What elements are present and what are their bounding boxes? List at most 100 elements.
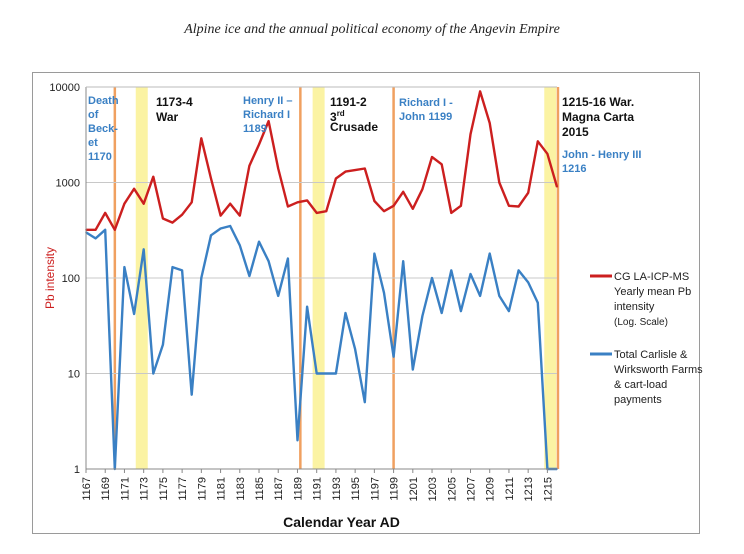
data-point-s0-1171 bbox=[123, 202, 126, 205]
x-tick-label-1191: 1191 bbox=[312, 477, 324, 501]
legend-label-1-line-3: payments bbox=[614, 394, 662, 406]
data-point-s0-1184 bbox=[248, 164, 251, 167]
data-point-s1-1179 bbox=[200, 277, 203, 279]
data-point-s1-1196 bbox=[363, 401, 366, 404]
data-point-s0-1205 bbox=[450, 212, 453, 214]
data-point-s0-1207 bbox=[469, 133, 472, 136]
data-point-s1-1168 bbox=[94, 237, 97, 240]
x-tick-label-1195: 1195 bbox=[350, 477, 362, 501]
x-tick-label-1181: 1181 bbox=[216, 477, 228, 501]
data-point-s0-1203 bbox=[431, 156, 433, 158]
legend-label-0-line-0: CG LA-ICP-MS bbox=[614, 271, 689, 283]
x-tick-label-1187: 1187 bbox=[273, 477, 285, 501]
data-point-s1-1214 bbox=[536, 301, 539, 304]
data-point-s0-1179 bbox=[200, 137, 203, 140]
data-point-s1-1171 bbox=[123, 266, 126, 268]
x-tick-label-1183: 1183 bbox=[235, 477, 247, 501]
y-tick-label-1: 1 bbox=[74, 464, 80, 476]
annotation-6-line-0: John - Henry III bbox=[562, 149, 641, 161]
data-point-s0-1187 bbox=[277, 167, 280, 170]
y-tick-label-10: 10 bbox=[68, 369, 80, 381]
annotation-5-line-2: 2015 bbox=[562, 125, 589, 139]
annotation-2: Henry II – Richard I 1189 bbox=[243, 95, 293, 135]
annotation-4: Richard I - John 1199 bbox=[399, 97, 453, 123]
x-tick-label-1189: 1189 bbox=[292, 477, 304, 501]
data-point-s1-1169 bbox=[104, 228, 107, 231]
data-point-s1-1173 bbox=[142, 248, 145, 251]
data-point-s0-1199 bbox=[392, 205, 395, 207]
x-tick-label-1211: 1211 bbox=[504, 477, 516, 501]
data-point-s0-1215 bbox=[546, 152, 549, 155]
data-point-s0-1202 bbox=[421, 188, 424, 191]
data-point-s1-1203 bbox=[431, 277, 433, 279]
data-point-s1-1180 bbox=[210, 234, 212, 237]
data-point-s1-1176 bbox=[171, 266, 174, 268]
data-point-s1-1200 bbox=[402, 260, 405, 262]
data-point-s0-1210 bbox=[498, 181, 501, 184]
x-tick-label-1215: 1215 bbox=[542, 477, 554, 501]
page-header: Alpine ice and the annual political econ… bbox=[184, 22, 560, 37]
data-point-s1-1201 bbox=[412, 368, 414, 371]
data-point-s0-1214 bbox=[536, 140, 539, 143]
annotations: Death of Beck-et 1170 1173-4 War Henry II – Ric… bbox=[88, 95, 641, 175]
x-tick-label-1167: 1167 bbox=[81, 477, 93, 501]
data-point-s0-1178 bbox=[190, 201, 193, 204]
chart-frame bbox=[32, 72, 700, 534]
data-point-s1-1210 bbox=[498, 295, 501, 297]
data-point-s0-1191 bbox=[315, 212, 318, 214]
annotation-1-line-0: 1173-4 bbox=[156, 95, 193, 109]
annotation-0-line-0: Death bbox=[88, 95, 119, 107]
annotation-2-line-0: Henry II – bbox=[243, 95, 293, 107]
data-point-s1-1181 bbox=[219, 227, 222, 230]
axes: 1 10 100 1000 10000 1167 1169 1171 1173 1175 1177 1… bbox=[43, 82, 557, 530]
annotation-0: Death of Beck-et 1170 bbox=[88, 95, 119, 163]
data-point-s1-1205 bbox=[450, 269, 453, 272]
data-point-s0-1201 bbox=[412, 208, 414, 210]
data-point-s0-1177 bbox=[181, 213, 183, 216]
y-axis-title: Pb intensity bbox=[43, 247, 57, 309]
data-point-s1-1197 bbox=[373, 252, 376, 255]
data-point-s0-1190 bbox=[306, 199, 308, 202]
data-point-s0-1175 bbox=[162, 217, 164, 220]
annotation-0-line-2: Beck- bbox=[88, 123, 118, 135]
data-point-s0-1173 bbox=[142, 202, 145, 205]
data-point-s0-1182 bbox=[229, 202, 231, 205]
data-point-s0-1172 bbox=[133, 187, 135, 190]
data-point-s0-1176 bbox=[171, 221, 174, 224]
legend-label-0: CG LA-ICP-MS Yearly mean Pb intensity (Log.… bbox=[614, 271, 691, 328]
x-tick-label-1185: 1185 bbox=[254, 477, 266, 501]
data-point-s0-1193 bbox=[335, 177, 337, 180]
data-point-s0-1204 bbox=[440, 163, 443, 166]
x-tick-label-1171: 1171 bbox=[119, 477, 131, 501]
data-point-s0-1186 bbox=[267, 120, 270, 122]
annotation-5-line-1: Magna Carta bbox=[562, 110, 634, 124]
data-point-s0-1183 bbox=[238, 214, 241, 217]
y-tick-label-1000: 1000 bbox=[56, 178, 80, 190]
y-tick-label-10000: 10000 bbox=[49, 82, 80, 94]
x-tick-label-1173: 1173 bbox=[139, 477, 151, 501]
data-point-s1-1191 bbox=[315, 372, 318, 375]
legend-label-1: Total Carlisle & Wirksworth Farms & cart-l… bbox=[614, 349, 703, 406]
legend-label-0-line-1: Yearly mean Pb bbox=[614, 286, 691, 298]
data-point-s1-1174 bbox=[152, 372, 155, 375]
annotation-5-line-0: 1215-16 War. bbox=[562, 95, 634, 109]
annotation-4-line-0: Richard I - bbox=[399, 97, 453, 109]
annotation-6: John - Henry III 1216 bbox=[562, 149, 641, 175]
data-point-s1-1189 bbox=[296, 439, 299, 442]
legend-label-1-line-0: Total Carlisle & bbox=[614, 349, 688, 361]
x-tick-label-1209: 1209 bbox=[485, 477, 497, 501]
series-lines bbox=[85, 90, 559, 471]
annotation-3-line-2: Crusade bbox=[330, 120, 378, 134]
data-point-s1-1206 bbox=[460, 310, 462, 312]
x-tick-label-1205: 1205 bbox=[446, 477, 458, 501]
annotation-2-line-1: Richard I bbox=[243, 109, 290, 121]
data-point-s0-1181 bbox=[219, 214, 222, 217]
legend-label-0-line-3: (Log. Scale) bbox=[614, 317, 668, 328]
x-tick-label-1207: 1207 bbox=[465, 477, 477, 501]
data-point-s1-1183 bbox=[238, 244, 241, 247]
series-line-1 bbox=[85, 224, 557, 471]
data-point-s0-1192 bbox=[325, 210, 328, 213]
data-point-s0-1170 bbox=[114, 228, 116, 231]
data-point-s0-1200 bbox=[402, 190, 405, 193]
